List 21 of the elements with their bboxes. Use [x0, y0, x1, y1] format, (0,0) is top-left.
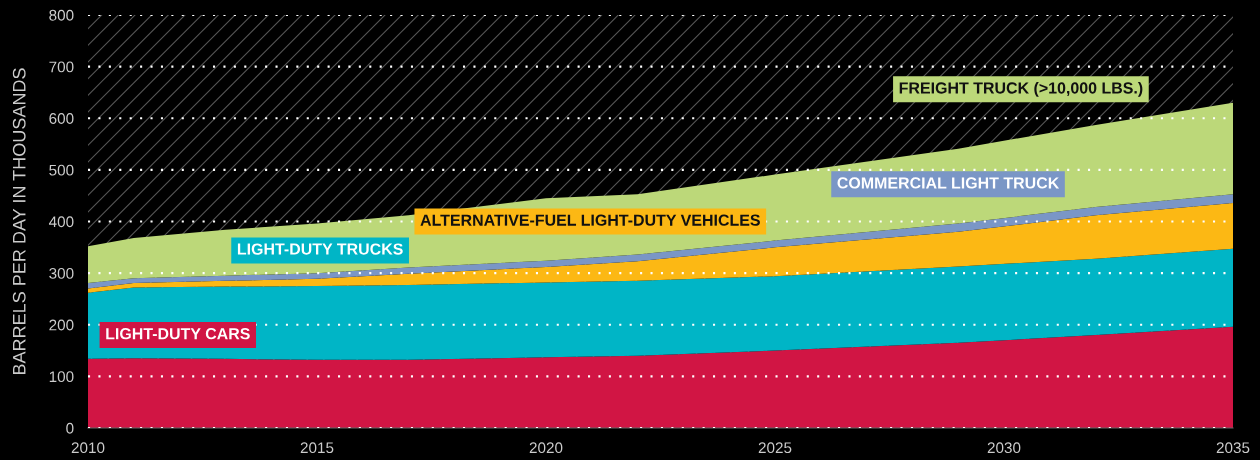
x-tick-label: 2010	[71, 442, 105, 454]
x-tick-label: 2030	[987, 442, 1021, 454]
y-tick-label: 400	[48, 216, 74, 228]
y-tick-label: 100	[49, 371, 74, 383]
y-tick-label: 300	[49, 267, 74, 279]
y-tick-label: 200	[49, 319, 74, 331]
y-tick-label: 800	[49, 9, 74, 21]
series-label: LIGHT-DUTY CARS	[106, 328, 250, 340]
x-tick-label: 2025	[758, 442, 792, 454]
y-axis-title: BARRELS PER DAY IN THOUSANDS	[12, 68, 26, 375]
series-label: COMMERCIAL LIGHT TRUCK	[837, 177, 1060, 189]
y-tick-label: 0	[66, 422, 74, 434]
y-tick-label: 500	[49, 164, 74, 176]
x-tick-label: 2015	[300, 442, 334, 454]
series-label: FREIGHT TRUCK (>10,000 LBS.)	[899, 81, 1143, 97]
series-label: ALTERNATIVE-FUEL LIGHT-DUTY VEHICLES	[420, 214, 760, 226]
y-tick-label: 700	[49, 61, 74, 73]
x-tick-label: 2035	[1216, 442, 1250, 454]
series-label: LIGHT-DUTY TRUCKS	[237, 243, 403, 255]
y-tick-label: 600	[49, 113, 74, 124]
x-tick-label: 2020	[529, 442, 563, 454]
